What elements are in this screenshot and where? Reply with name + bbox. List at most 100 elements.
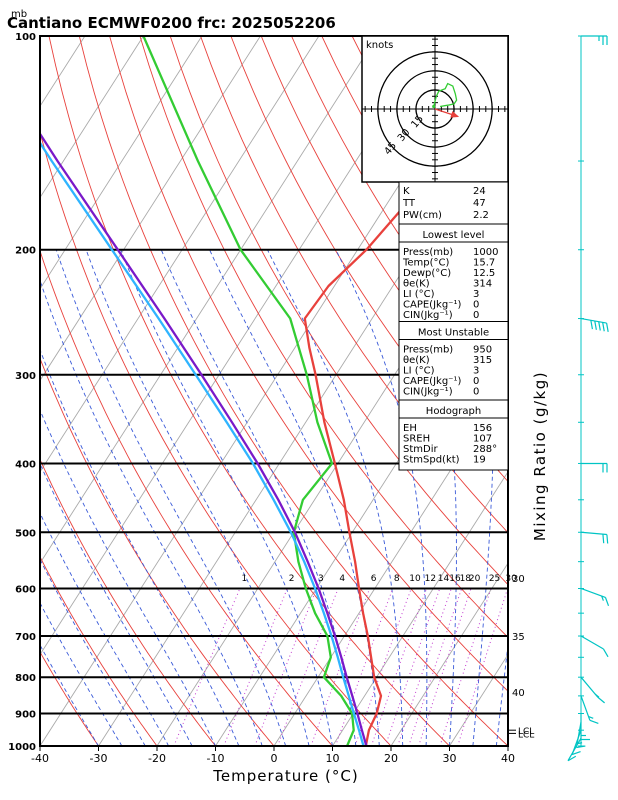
hodograph-params-row-label: EH (403, 423, 417, 434)
wind-barb-flag (590, 320, 594, 330)
wind-barb-shaft (580, 531, 607, 536)
temperature-tick-label: -40 (31, 752, 49, 765)
wind-barb-flag (576, 745, 586, 749)
most-unstable-row-value: 950 (473, 345, 492, 356)
mixing-ratio-line (335, 588, 394, 746)
isotherm-line (390, 562, 508, 746)
dry-adiabat-line (40, 555, 158, 746)
wind-barb-shaft (580, 635, 604, 650)
parcel-profile-a (40, 140, 365, 746)
wind-barb-flag (588, 715, 594, 719)
hodograph-params-row-value: 19 (473, 455, 486, 466)
indices-panel: K 24 TT 47 PW(cm) 2.2 Lowest level Press(mb) 100… (398, 181, 509, 471)
mixing-ratio-line (397, 588, 452, 746)
lowest-level-row-label: Press(mb) (403, 247, 453, 258)
mixing-ratio-axis-title: Mixing Ratio (g/kg) (531, 371, 549, 541)
summary-box (398, 181, 509, 225)
isotherm-line (156, 196, 508, 746)
moist-adiabat-line (266, 249, 404, 746)
moist-adiabat-line (40, 602, 123, 746)
lowest-level-row-label: CAPE(Jkg⁻¹) (403, 300, 461, 311)
chart-title: Cantiano ECMWF0200 frc: 2025052206 (7, 14, 336, 32)
temperature-tick-label: 40 (501, 752, 515, 765)
mixing-ratio-label: 20 (469, 574, 481, 584)
most-unstable-row-label: CIN(Jkg⁻¹) (403, 387, 453, 398)
hodograph-params-heading: Hodograph (426, 406, 481, 417)
wind-barb-flag (571, 750, 581, 756)
lowest-level-row-value: 12.5 (473, 268, 495, 279)
wind-barb-flag (597, 696, 605, 704)
temperature-tick-label: 20 (384, 752, 398, 765)
lowest-level-row-value: 1000 (473, 247, 498, 258)
wind-barb-flag (602, 534, 605, 544)
mixing-ratio-label: 3 (318, 574, 324, 584)
temperature-tick-label: -30 (90, 752, 108, 765)
wind-barb-flag (589, 719, 599, 724)
hodograph-ring (396, 70, 474, 148)
wind-barb-shaft (567, 737, 582, 762)
wind-barb-flag (606, 322, 609, 333)
moist-adiabat-line (40, 408, 216, 746)
moist-adiabat-line (495, 640, 508, 746)
most-unstable-heading: Most Unstable (418, 328, 489, 339)
pressure-tick-label: 300 (15, 371, 36, 382)
mixing-ratio-label: 4 (339, 574, 345, 584)
parcel-profile-b (40, 131, 368, 746)
lowest-level-heading: Lowest level (423, 230, 485, 241)
most-unstable-row-label: θe(K) (403, 355, 430, 366)
wind-barb-flag (601, 595, 604, 601)
hodograph-params-row-value: 288° (473, 444, 497, 455)
mixing-ratio-label: 10 (409, 574, 421, 584)
summary-row-label: TT (402, 198, 416, 209)
moist-adiabat-line (40, 348, 240, 746)
temperature-axis: -40 -30 -20 -10 0 10 20 30 40 (31, 746, 515, 765)
moist-adiabat-line (40, 644, 99, 746)
most-unstable-row-value: 0 (473, 387, 479, 398)
most-unstable-row-label: CAPE(Jkg⁻¹) (403, 376, 461, 387)
x-axis-title: Temperature (°C) (212, 767, 358, 785)
most-unstable-row-value: 0 (473, 376, 479, 387)
hodograph-trace (433, 82, 458, 108)
wind-barb-flag (604, 597, 610, 607)
most-unstable-row-label: LI (°C) (403, 366, 435, 377)
mixing-ratio-label: 2 (289, 574, 295, 584)
isotherm-line (40, 36, 437, 656)
unit-label: mb (11, 9, 27, 20)
wind-barb-flag (602, 648, 609, 658)
dry-adiabat-line (40, 458, 216, 746)
pressure-tick-label: 400 (15, 459, 36, 470)
dry-adiabat-line (40, 651, 99, 746)
wind-barb-shaft (580, 695, 591, 721)
profile-curves (40, 36, 508, 746)
most-unstable-row-value: 3 (473, 366, 479, 377)
temperature-tick-label: 10 (326, 752, 340, 765)
dry-adiabat-line (40, 130, 392, 746)
isotherm-line (40, 36, 144, 199)
mixing-ratio-label: 1 (242, 574, 248, 584)
lowest-level-row-label: θe(K) (403, 279, 430, 290)
summary-row-label: K (403, 186, 410, 197)
isotherm-line (40, 36, 320, 473)
summary-row-value: 47 (473, 198, 486, 209)
theta-e-label: 30 (512, 574, 525, 585)
mixing-ratio-label: 6 (371, 574, 377, 584)
lowest-level-row-label: CIN(Jkg⁻¹) (403, 310, 453, 321)
lowest-level-row-value: 3 (473, 289, 479, 300)
hodograph-params-row-label: StmSpd(kt) (403, 455, 460, 466)
hodograph-ring (377, 51, 493, 167)
lowest-level-row-value: 314 (473, 279, 492, 290)
wind-barb-flag (598, 321, 601, 331)
lowest-level-row-value: 0 (473, 310, 479, 321)
wind-barb-flag (602, 322, 605, 332)
wind-barb-flag (594, 693, 600, 698)
temperature-profile (303, 98, 508, 746)
most-unstable-row-value: 315 (473, 355, 492, 366)
hodograph-params-box (398, 399, 509, 471)
mixing-ratio-label: 25 (489, 574, 500, 584)
dry-adiabat-line (139, 36, 508, 639)
pressure-tick-label: 200 (15, 246, 36, 257)
isotherm-line (332, 470, 508, 746)
